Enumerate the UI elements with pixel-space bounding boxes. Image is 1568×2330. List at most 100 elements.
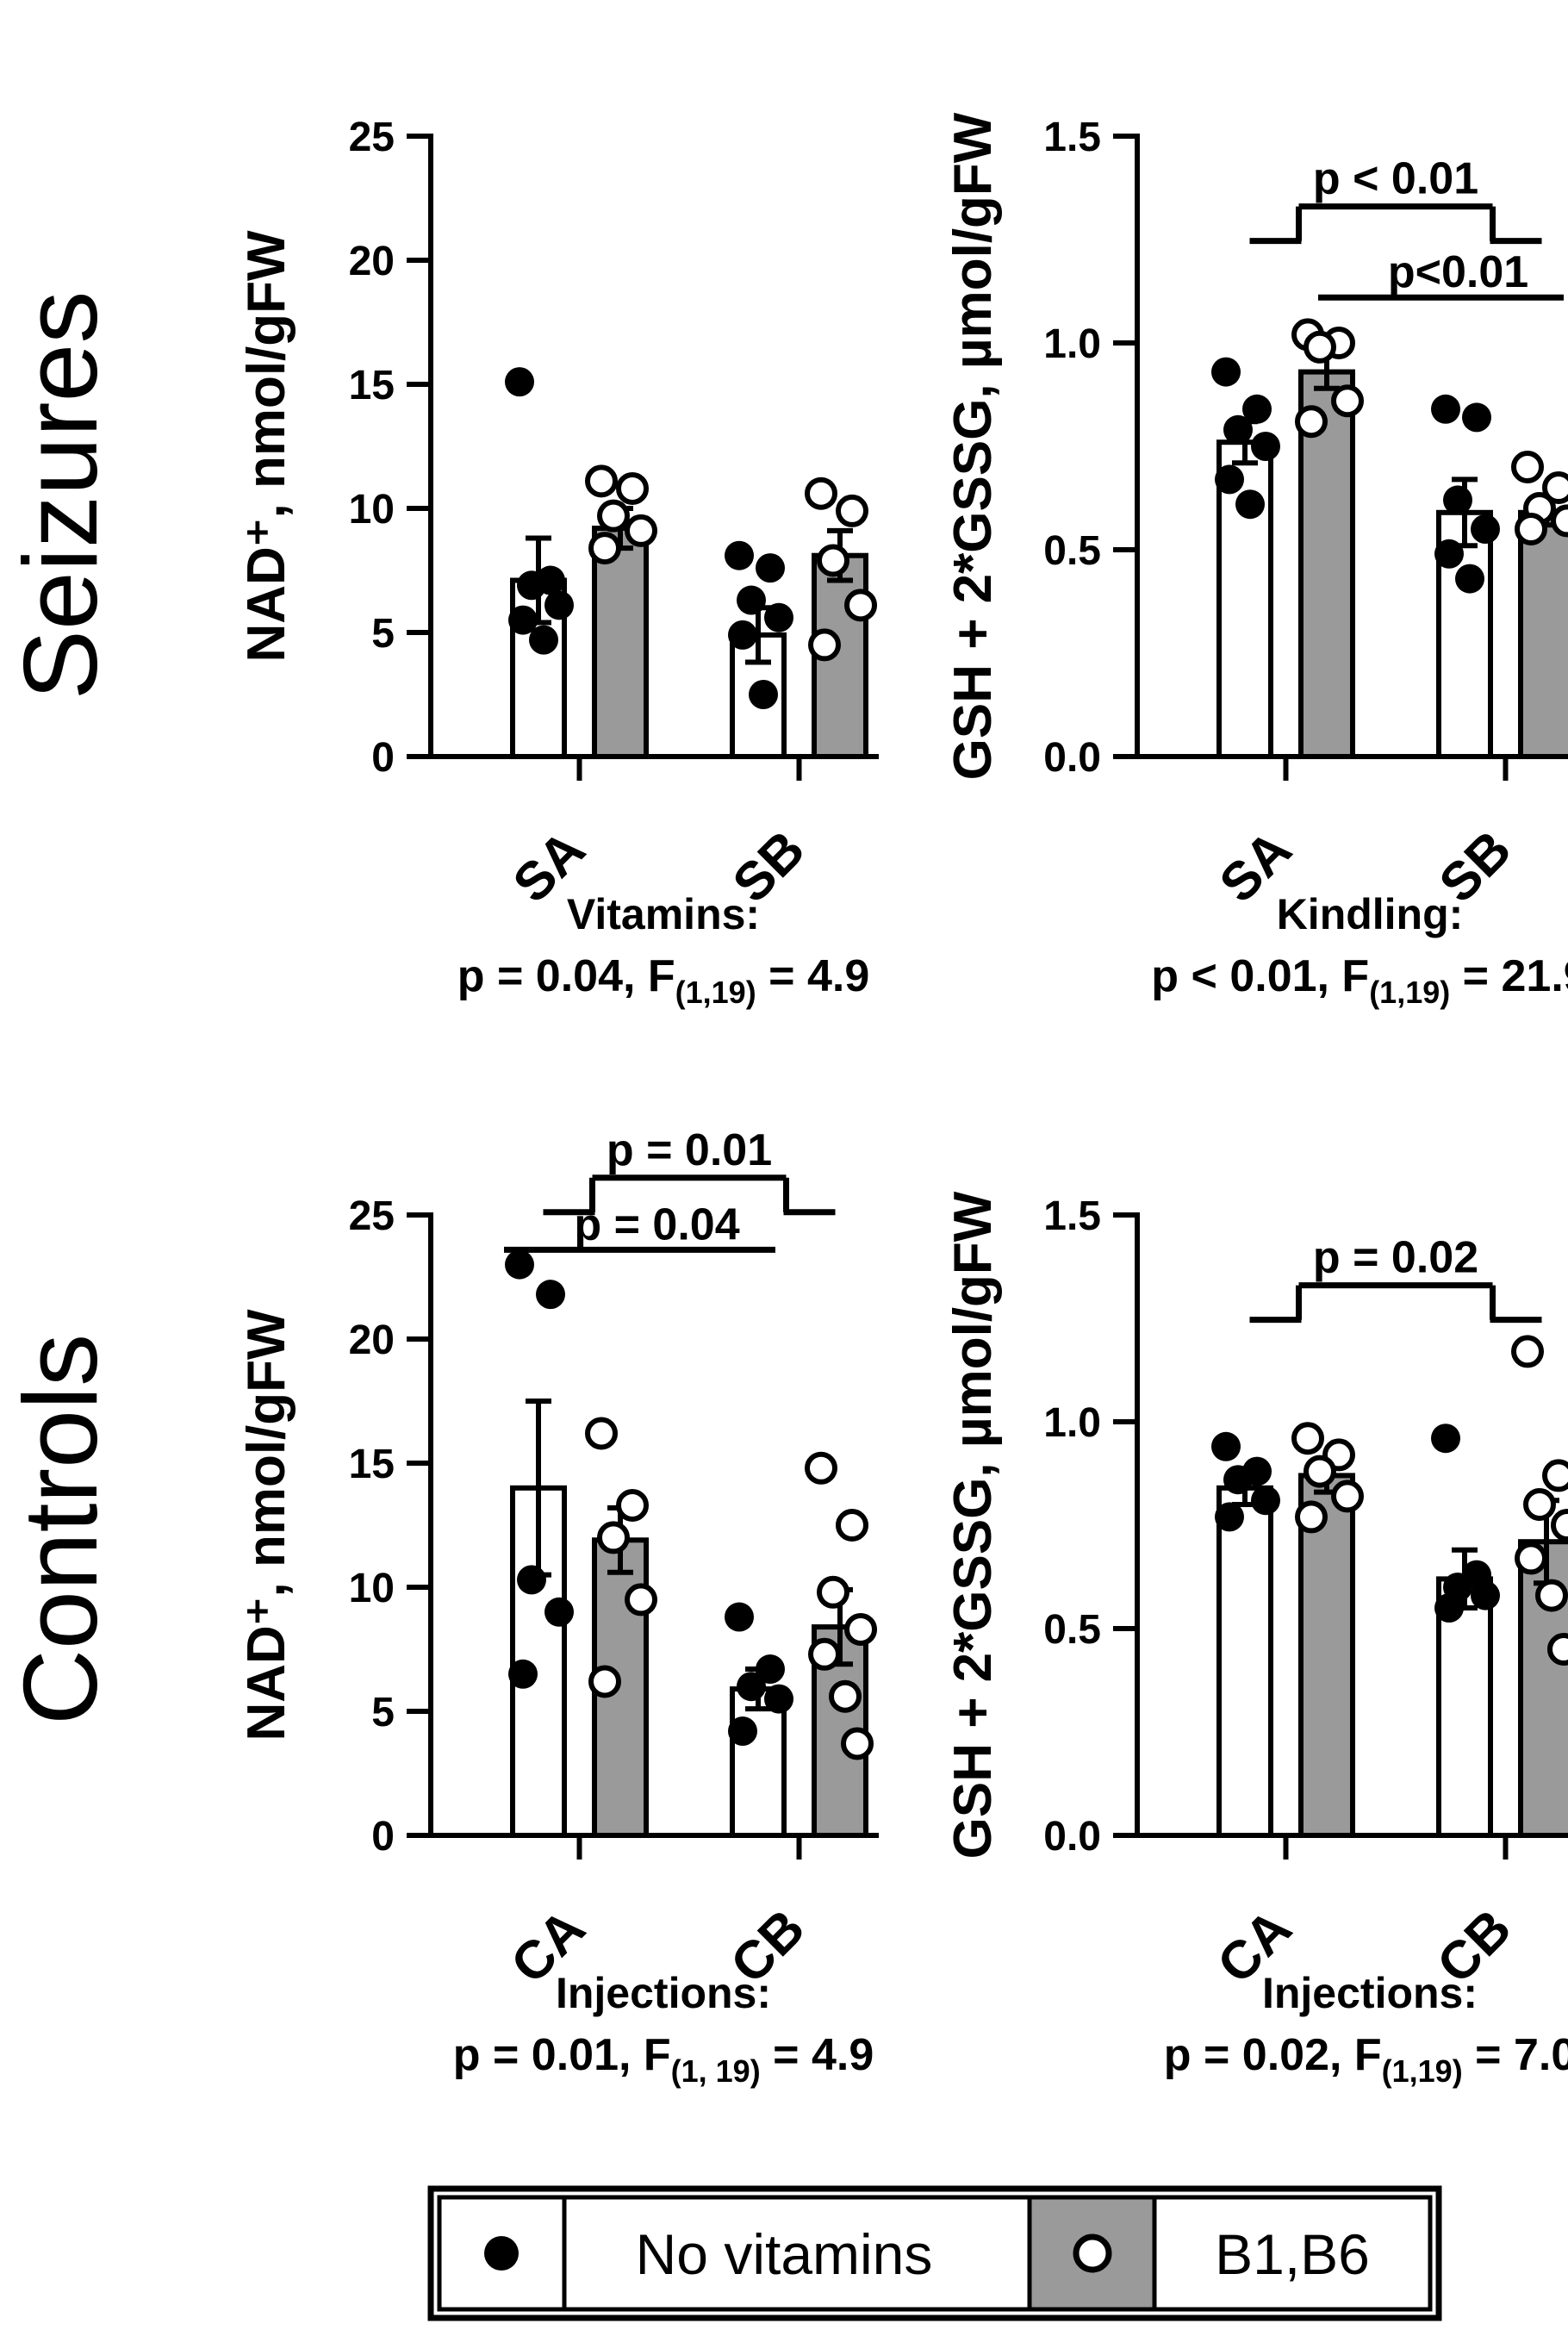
data-point-sb-no-vitamins [1471,514,1500,544]
data-point-sb-no-vitamins [1455,564,1484,594]
legend-label-vitamins: B1,B6 [1215,2222,1370,2286]
sig-annotation-label: p < 0.01 [1313,154,1478,204]
data-point-ca-no-vitamins [544,1597,574,1627]
data-point-sa-no-vitamins [508,605,538,635]
data-point-sb-vitamins [1511,451,1544,483]
y-axis-label: GSH + 2*GSSG, µmol/gFW [943,112,1003,780]
data-point-cb-vitamins [1542,1459,1568,1492]
data-point-sa-vitamins [1304,330,1336,364]
data-point-ca-vitamins [585,1417,618,1450]
y-axis-label: NAD⁺, nmol/gFW [237,1309,296,1741]
y-tick-label: 0 [371,1814,395,1860]
data-point-sb-no-vitamins [756,553,785,583]
sig-annotation-label: p = 0.01 [607,1125,772,1175]
data-point-sa-vitamins [625,514,657,547]
data-point-cb-vitamins [1547,1633,1568,1666]
legend: No vitamins B1,B6 [427,2185,1442,2321]
data-point-sb-no-vitamins [725,540,754,570]
stat-factor-label: Injections: [1262,1969,1478,2017]
y-tick-label: 20 [349,1318,395,1363]
y-tick-label: 1.0 [1043,1400,1101,1446]
data-point-cb-vitamins [1535,1579,1568,1612]
y-tick-label: 5 [371,611,395,657]
row-label-controls: Controls [2,1334,119,1725]
data-point-sb-vitamins [1515,513,1547,545]
data-point-cb-vitamins [808,1637,841,1671]
legend-label-no-vitamins: No vitamins [636,2222,933,2286]
data-point-cb-no-vitamins [1434,1593,1464,1623]
y-tick-label: 25 [349,115,395,160]
y-tick-label: 1.5 [1043,115,1101,160]
data-point-sb-vitamins [844,589,877,622]
data-point-cb-no-vitamins [756,1654,785,1685]
data-point-ca-vitamins [625,1583,657,1617]
data-point-ca-no-vitamins [1251,1486,1280,1516]
stat-result: p < 0.01, F(1,19) = 21.9 [1151,951,1568,1010]
data-point-sa-vitamins [616,471,649,505]
data-point-cb-vitamins [1523,1488,1556,1521]
row-label-seizures: Seizures [2,291,119,701]
stat-result: p = 0.02, F(1,19) = 7.0 [1164,2030,1568,2089]
data-point-cb-no-vitamins [1431,1424,1460,1454]
data-point-sb-vitamins [836,494,868,527]
data-point-sb-no-vitamins [1462,402,1491,433]
data-point-sb-vitamins [808,628,841,662]
data-point-sa-no-vitamins [1211,357,1241,387]
y-tick-label: 0.5 [1043,1607,1101,1653]
data-point-sa-vitamins [1295,405,1328,439]
data-point-cb-vitamins [1515,1542,1547,1575]
y-tick-label: 15 [349,1442,395,1487]
data-point-sa-no-vitamins [529,625,558,655]
data-point-cb-no-vitamins [1471,1580,1500,1610]
data-point-sb-no-vitamins [1434,539,1464,569]
data-point-sb-no-vitamins [764,602,793,632]
data-point-ca-vitamins [1304,1455,1336,1488]
data-point-sb-vitamins [805,477,837,510]
data-point-cb-vitamins [841,1727,874,1760]
stat-factor-label: Kindling: [1277,890,1464,938]
legend-open-marker [1073,2233,1112,2273]
data-point-ca-vitamins [1331,1480,1364,1513]
data-point-cb-vitamins [817,1575,849,1609]
y-tick-label: 10 [349,487,395,533]
data-point-sa-no-vitamins [1242,394,1272,424]
data-point-sa-no-vitamins [544,590,574,620]
data-point-sa-vitamins [1331,384,1364,418]
data-point-cb-vitamins [1511,1335,1544,1368]
data-point-sa-vitamins [588,532,621,565]
data-point-cb-vitamins [836,1509,868,1542]
y-axis-label: GSH + 2*GSSG, µmol/gFW [943,1191,1003,1859]
y-tick-label: 0.0 [1043,735,1101,781]
legend-label-box-vitamins [1152,2195,1433,2312]
data-point-cb-vitamins [829,1679,862,1713]
data-point-ca-vitamins [616,1488,649,1522]
data-point-cb-no-vitamins [725,1602,754,1632]
data-point-ca-no-vitamins [508,1659,538,1689]
data-point-cb-no-vitamins [737,1672,766,1702]
data-point-ca-no-vitamins [1211,1431,1241,1461]
stat-factor-label: Vitamins: [567,890,760,938]
data-point-sb-vitamins [1542,471,1568,504]
data-point-sb-no-vitamins [737,585,766,615]
y-tick-label: 1.5 [1043,1193,1101,1239]
data-point-sa-vitamins [585,464,618,498]
bar-b1-b6-ca [1298,1473,1355,1839]
y-tick-label: 10 [349,1566,395,1611]
data-point-sb-no-vitamins [749,680,778,709]
y-tick-label: 15 [349,363,395,408]
bar-no-vitamins-ca [1216,1485,1273,1839]
legend-label-box-no-vitamins [562,2195,1032,2312]
y-tick-label: 0.0 [1043,1814,1101,1860]
data-point-sb-no-vitamins [1431,394,1460,424]
stat-factor-label: Injections: [556,1969,771,2017]
y-tick-label: 25 [349,1193,395,1239]
data-point-ca-vitamins [597,1521,630,1554]
stat-result: p = 0.04, F(1,19) = 4.9 [457,951,870,1010]
sig-annotation-label: p = 0.04 [574,1199,739,1249]
sig-annotation-label: p<0.01 [1388,247,1528,297]
data-point-cb-vitamins [805,1451,837,1485]
data-point-sb-no-vitamins [1443,485,1472,515]
